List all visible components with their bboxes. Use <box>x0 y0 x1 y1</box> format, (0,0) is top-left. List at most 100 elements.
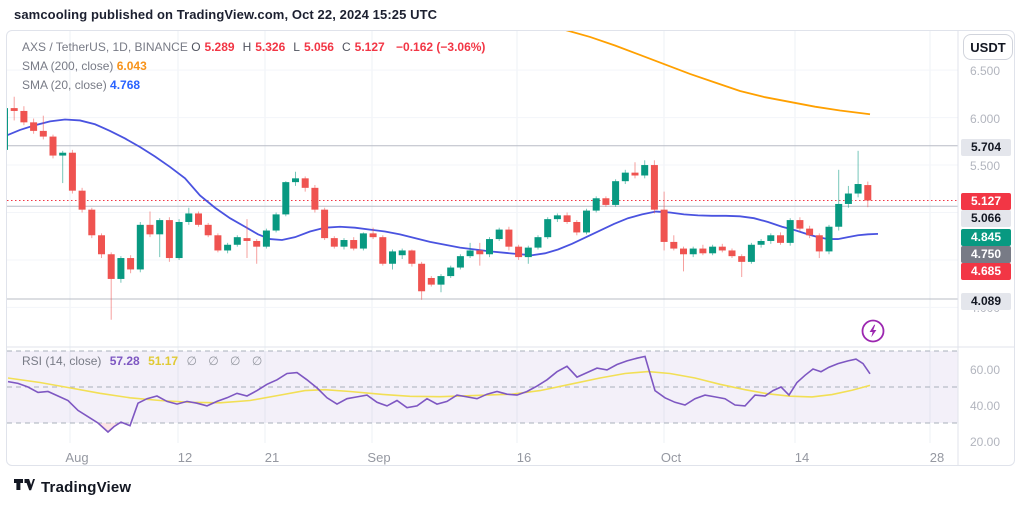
time-axis-label: 21 <box>264 450 280 465</box>
candle-body <box>88 209 96 236</box>
candle-body <box>844 193 852 204</box>
quick-action-lightning-button[interactable] <box>861 319 885 343</box>
candle-body <box>389 251 396 264</box>
candle-body <box>728 250 736 257</box>
candle-body <box>156 220 164 235</box>
rsi-empty-values: ∅ ∅ ∅ ∅ <box>186 354 267 368</box>
candle-body <box>592 198 600 211</box>
candle-body <box>224 244 232 251</box>
candle-body <box>49 136 57 156</box>
candle-body <box>398 250 406 256</box>
candle-body <box>515 246 523 258</box>
time-axis-label: 14 <box>794 450 810 465</box>
candle-body <box>476 250 484 255</box>
candle-body <box>835 203 843 227</box>
candle-body <box>738 256 746 262</box>
candle-body <box>379 237 387 264</box>
legend-sma200-row: SMA (200, close) 6.043 <box>22 57 485 76</box>
time-axis-label: Sep <box>367 450 391 465</box>
candle-body <box>282 182 290 215</box>
candle-body <box>796 220 804 229</box>
candle-body <box>321 209 329 239</box>
candle-body <box>612 181 620 205</box>
candle-body <box>311 187 319 210</box>
price-badge: 5.127 <box>961 192 1011 210</box>
price-badge: 5.704 <box>961 138 1011 156</box>
ohlc-item: L 5.056 <box>293 40 334 54</box>
candle-body <box>30 122 38 131</box>
candle-body <box>699 248 707 254</box>
candle-body <box>631 172 639 176</box>
legend-sma20-row: SMA (20, close) 4.768 <box>22 76 485 95</box>
price-badge: 4.089 <box>961 292 1011 310</box>
candle-body <box>602 198 610 205</box>
price-badge: 5.066 <box>961 209 1011 227</box>
candle-body <box>214 235 222 251</box>
price-badge: 4.685 <box>961 262 1011 280</box>
candle-body <box>777 235 784 243</box>
sma20-label: SMA (20, close) <box>22 78 107 92</box>
candle-body <box>786 220 794 243</box>
rsi-legend: RSI (14, close) 57.28 51.17 ∅ ∅ ∅ ∅ <box>22 354 271 368</box>
candle-body <box>650 165 658 210</box>
candle-body <box>10 108 18 111</box>
change-value: −0.162 (−3.06%) <box>396 40 486 54</box>
candle-body <box>408 250 416 264</box>
candle-body <box>185 213 193 222</box>
candle-body <box>253 240 261 247</box>
candle-body <box>127 258 135 270</box>
time-axis-label: Oct <box>660 450 682 465</box>
published-attribution: samcooling published on TradingView.com,… <box>14 7 438 22</box>
candle-body <box>68 152 76 191</box>
candle-body <box>59 152 67 156</box>
tradingview-attribution[interactable]: TradingView <box>14 478 131 497</box>
candle-body <box>670 241 678 249</box>
candle-body <box>583 210 590 233</box>
ohlc-item: C 5.127 <box>341 40 385 54</box>
candle-body <box>233 237 241 245</box>
candle-body <box>757 240 765 245</box>
price-badge: 4.750 <box>961 245 1011 263</box>
candle-body <box>136 224 144 270</box>
sma200-label: SMA (200, close) <box>22 59 114 73</box>
price-axis-label: 5.500 <box>969 159 1001 174</box>
candle-body <box>544 219 552 238</box>
legend-symbol-row: AXS / TetherUS, 1D, BINANCE O 5.289 H 5.326… <box>22 38 485 57</box>
candle-body <box>815 235 823 252</box>
candle-body <box>709 246 717 254</box>
candle-body <box>505 229 513 247</box>
candle-body <box>7 108 8 150</box>
candle-body <box>301 178 309 188</box>
candle-body <box>680 248 687 255</box>
candle-body <box>767 235 775 241</box>
candle-body <box>243 238 251 241</box>
candle-body <box>39 130 47 137</box>
tradingview-brand-text: TradingView <box>41 479 132 496</box>
rsi-value: 57.28 <box>109 354 140 368</box>
time-axis-label: 16 <box>516 450 532 465</box>
candle-body <box>534 237 542 248</box>
rsi-ma-value: 51.17 <box>148 354 179 368</box>
candle-body <box>195 213 202 225</box>
candle-body <box>641 165 649 176</box>
ohlc-item: O 5.289 <box>191 40 235 54</box>
price-scale[interactable]: USDT 6.5006.0005.5004.0005.7045.1275.066… <box>959 31 1014 465</box>
candle-body <box>340 240 348 247</box>
ohlc-values: O 5.289 H 5.326 L 5.056 C 5.127 <box>191 40 393 54</box>
sma20-line <box>7 118 879 257</box>
candle-body <box>292 178 299 183</box>
chart-canvas[interactable] <box>6 30 1015 466</box>
candle-body <box>359 233 367 249</box>
price-badge: 4.845 <box>961 228 1011 246</box>
sma20-value: 4.768 <box>110 78 141 92</box>
candle-body <box>864 185 872 201</box>
candle-body <box>495 229 503 240</box>
candle-body <box>466 250 474 257</box>
candle-body <box>20 110 28 123</box>
candle-body <box>806 228 814 236</box>
currency-toggle-button[interactable]: USDT <box>963 34 1013 60</box>
candle-body <box>486 239 493 255</box>
sma200-value: 6.043 <box>116 59 147 73</box>
time-axis-label: Aug <box>65 450 89 465</box>
rsi-axis-label: 60.00 <box>969 363 1001 377</box>
